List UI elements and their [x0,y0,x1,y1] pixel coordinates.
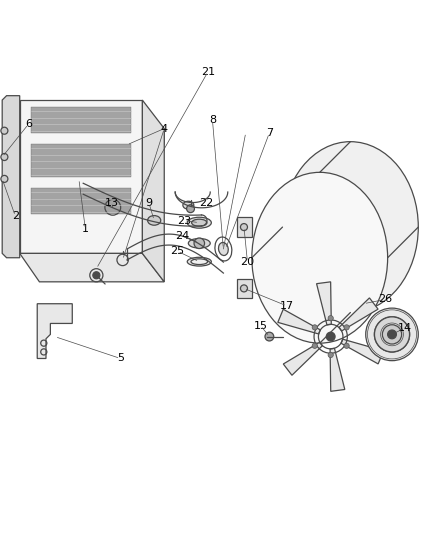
Circle shape [240,285,247,292]
Text: 4: 4 [161,124,168,134]
Text: 7: 7 [266,128,273,138]
Circle shape [93,272,100,279]
Circle shape [194,238,205,248]
Ellipse shape [219,243,228,255]
Circle shape [328,352,333,358]
Polygon shape [341,339,384,364]
Text: 17: 17 [280,301,294,311]
Circle shape [326,332,335,341]
Circle shape [344,343,349,349]
Text: 26: 26 [378,294,392,304]
Circle shape [374,317,410,352]
Polygon shape [20,100,142,253]
Ellipse shape [192,219,207,226]
Text: 6: 6 [25,119,32,129]
Circle shape [240,223,247,231]
Ellipse shape [252,172,388,343]
Circle shape [265,332,274,341]
Polygon shape [31,144,131,177]
Ellipse shape [187,257,211,266]
Circle shape [388,330,396,339]
Text: 8: 8 [209,115,216,125]
Text: 5: 5 [117,353,124,364]
Polygon shape [278,309,320,334]
Text: 1: 1 [82,224,89,235]
Circle shape [1,154,8,160]
Polygon shape [31,188,131,214]
Polygon shape [31,107,131,133]
Text: 22: 22 [199,198,213,208]
Ellipse shape [283,142,418,312]
Circle shape [187,205,194,213]
Circle shape [1,127,8,134]
Circle shape [312,325,318,330]
Text: 2: 2 [12,211,19,221]
Text: 25: 25 [170,246,184,256]
Polygon shape [37,304,72,359]
Polygon shape [2,96,20,258]
Polygon shape [283,342,322,375]
Circle shape [328,316,333,321]
Text: 14: 14 [398,323,412,333]
Polygon shape [237,217,252,237]
Ellipse shape [187,217,211,228]
Text: 23: 23 [177,215,191,225]
Text: 24: 24 [175,231,189,241]
Polygon shape [237,279,252,298]
Text: 13: 13 [105,198,119,208]
Ellipse shape [183,201,194,209]
Circle shape [344,325,349,330]
Text: 9: 9 [145,198,152,208]
Text: 15: 15 [254,321,268,330]
Ellipse shape [188,238,210,248]
Polygon shape [317,282,331,325]
Circle shape [1,175,8,182]
Ellipse shape [148,215,161,225]
Polygon shape [20,253,164,282]
Circle shape [312,343,318,349]
Circle shape [382,325,402,344]
Text: 20: 20 [240,257,254,267]
Text: 21: 21 [201,67,215,77]
Polygon shape [142,100,164,282]
Ellipse shape [191,259,208,264]
Polygon shape [339,298,378,331]
Polygon shape [330,348,345,391]
Circle shape [366,308,418,361]
